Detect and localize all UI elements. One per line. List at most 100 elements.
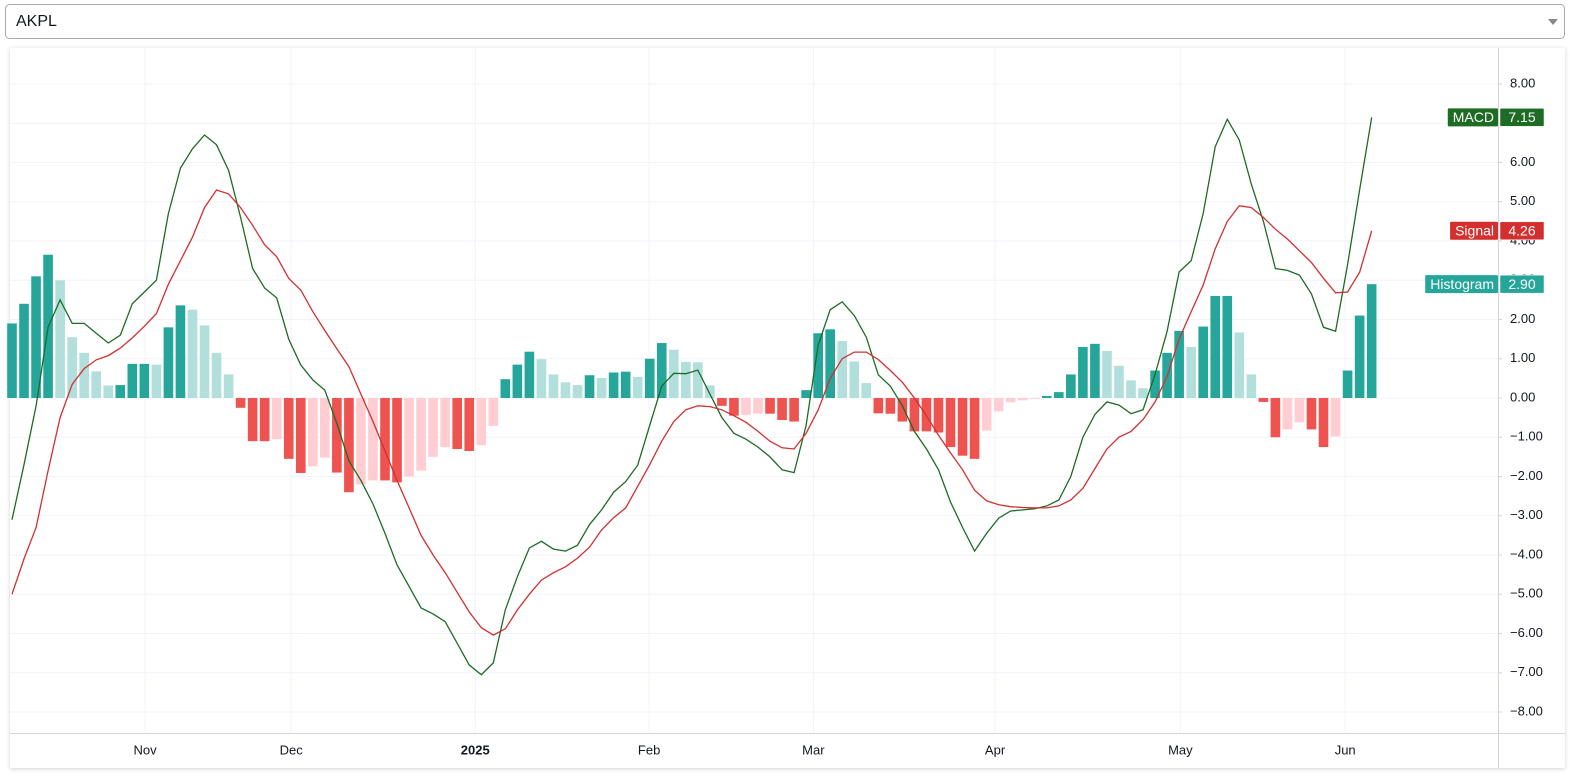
- series-label-value: 4.26: [1508, 222, 1535, 238]
- histogram-bar: [801, 390, 811, 398]
- histogram-bar: [1318, 397, 1329, 448]
- y-tick-label: −5.00: [1510, 586, 1543, 601]
- histogram-bar: [1306, 397, 1317, 430]
- histogram-bar: [572, 385, 583, 398]
- x-tick-label: Jun: [1335, 742, 1356, 757]
- histogram-bar: [813, 333, 823, 398]
- histogram-bar: [488, 397, 499, 426]
- y-tick-label: 1.00: [1510, 350, 1535, 365]
- select-value[interactable]: AKPL: [16, 13, 57, 30]
- select-arrow[interactable]: [1548, 19, 1558, 25]
- histogram-bar: [1234, 332, 1245, 398]
- histogram-bar: [344, 397, 354, 493]
- histogram-bar: [187, 309, 198, 398]
- histogram-bar: [464, 397, 475, 451]
- histogram-bar: [765, 397, 775, 414]
- histogram-bar: [440, 397, 450, 448]
- histogram-bar: [1150, 370, 1160, 398]
- histogram-bar: [560, 382, 571, 398]
- histogram-bar: [1258, 397, 1269, 402]
- histogram-bar: [79, 352, 90, 398]
- histogram-bar: [7, 323, 17, 398]
- histogram-bar: [295, 397, 306, 473]
- symbol-select[interactable]: AKPL: [5, 4, 1565, 39]
- histogram-bar: [632, 376, 643, 398]
- histogram-bar: [500, 379, 511, 398]
- histogram-bar: [476, 397, 487, 446]
- histogram-bar: [1294, 397, 1305, 423]
- histogram-bar: [777, 397, 787, 420]
- series-label: 2.90 Histogram: [1425, 274, 1545, 294]
- histogram-bar: [307, 397, 318, 467]
- histogram-bar: [1005, 397, 1016, 403]
- histogram-bar: [428, 397, 438, 457]
- histogram-bar: [115, 385, 126, 398]
- series-label-name: MACD: [1453, 109, 1494, 125]
- histogram-bar: [993, 397, 1004, 412]
- x-tick-label: Nov: [134, 742, 158, 757]
- series-label: 4.26 Signal: [1450, 221, 1545, 241]
- histogram-bar: [259, 397, 270, 442]
- histogram-bar: [55, 280, 65, 398]
- histogram-bar: [1126, 380, 1136, 398]
- histogram-bar: [741, 397, 751, 415]
- histogram-bar: [957, 397, 968, 456]
- histogram-bar: [1354, 315, 1365, 398]
- histogram-bar: [127, 363, 138, 398]
- histogram-bar: [67, 337, 77, 398]
- histogram-bar: [873, 397, 884, 414]
- histogram-bar: [596, 377, 607, 398]
- histogram-bar: [368, 397, 378, 481]
- histogram-bar: [789, 397, 799, 422]
- histogram-bar: [91, 371, 102, 398]
- y-tick-label: −4.00: [1510, 546, 1543, 561]
- histogram-bar: [909, 397, 920, 432]
- histogram-bar: [620, 371, 631, 398]
- series-label-name: Histogram: [1430, 276, 1494, 292]
- histogram-bar: [1138, 388, 1148, 398]
- histogram-bar: [392, 397, 402, 483]
- y-tick-label: −3.00: [1510, 507, 1543, 522]
- histogram-bar: [1330, 397, 1341, 437]
- histogram-bar: [656, 343, 667, 398]
- histogram-bar: [680, 361, 691, 398]
- histogram-bar: [1246, 374, 1257, 398]
- histogram-bar: [103, 385, 114, 398]
- histogram-bar: [247, 397, 258, 442]
- histogram-bar: [320, 397, 330, 458]
- histogram-bar: [1017, 397, 1028, 401]
- histogram-bar: [1366, 284, 1377, 398]
- histogram-bar: [548, 374, 559, 398]
- histogram-bar: [1114, 365, 1124, 398]
- histogram-bar: [753, 397, 763, 414]
- series-line: [11, 189, 1373, 636]
- series-label-name-box: [1425, 275, 1498, 294]
- histogram-bar: [1186, 346, 1196, 398]
- histogram-bar: [1282, 397, 1293, 430]
- histogram-bar: [825, 329, 836, 398]
- histogram-bar: [1029, 397, 1040, 399]
- histogram-bar: [536, 359, 547, 398]
- y-tick-label: 2.00: [1510, 311, 1535, 326]
- y-tick-label: 6.00: [1510, 154, 1535, 169]
- histogram-bar: [1222, 295, 1233, 398]
- histogram-bar: [729, 397, 739, 416]
- histogram-bar: [211, 352, 222, 398]
- x-tick-label: Mar: [802, 742, 825, 757]
- series-label-value-box: [1499, 108, 1545, 127]
- histogram-bar: [19, 303, 29, 398]
- histogram-bar: [199, 325, 210, 398]
- histogram-bar: [1102, 350, 1112, 398]
- histogram-bar: [151, 364, 162, 398]
- histogram-bar: [404, 397, 414, 477]
- histogram-bar: [705, 385, 715, 398]
- histogram-bar: [717, 397, 727, 406]
- y-tick-label: −2.00: [1510, 468, 1543, 483]
- y-tick-label: −6.00: [1510, 625, 1543, 640]
- x-tick-label: Apr: [985, 742, 1006, 757]
- select-box[interactable]: [5, 4, 1565, 39]
- y-tick-label: −8.00: [1510, 703, 1543, 718]
- histogram-bar: [1090, 343, 1100, 398]
- histogram-bar: [283, 397, 294, 459]
